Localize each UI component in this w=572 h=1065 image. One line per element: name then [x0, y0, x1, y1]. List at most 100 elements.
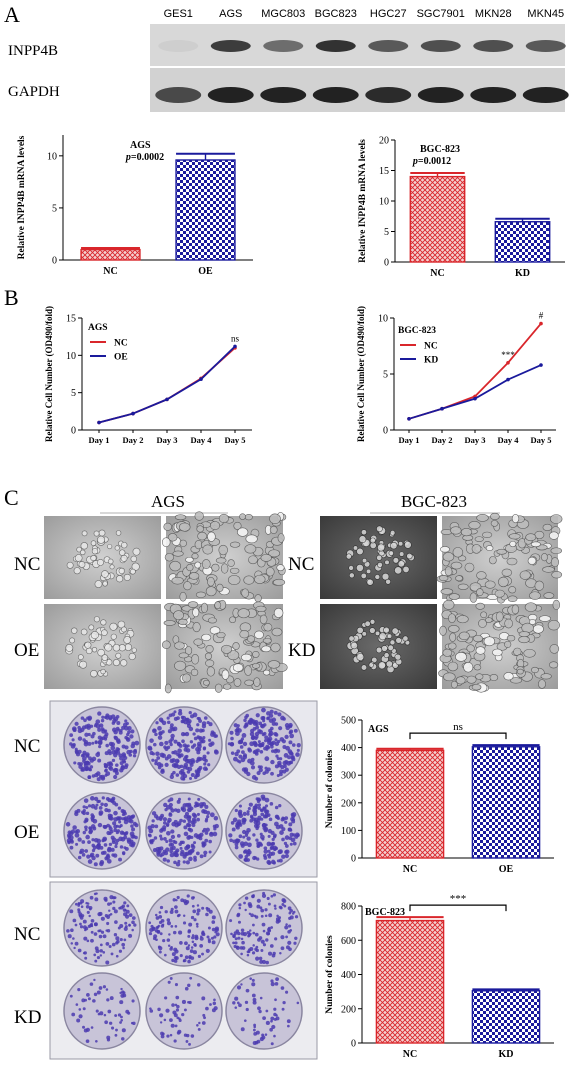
- colony: [183, 732, 187, 736]
- colony: [244, 854, 248, 859]
- colony: [131, 928, 134, 932]
- x-tick-label: KD: [499, 1049, 514, 1060]
- colony: [83, 741, 89, 747]
- cell: [456, 615, 469, 624]
- cell: [549, 644, 560, 654]
- micrograph-ags-oe-high: [161, 599, 288, 694]
- colony: [157, 735, 163, 740]
- colony: [182, 921, 187, 925]
- colony: [158, 950, 162, 954]
- colony: [175, 898, 178, 902]
- colony: [247, 719, 253, 725]
- cell: [455, 676, 466, 685]
- colony: [235, 945, 239, 949]
- cell: [271, 627, 283, 637]
- colony: [202, 1013, 206, 1017]
- cell: [460, 528, 473, 537]
- y-axis-label: Number of colonies: [325, 749, 335, 828]
- colony: [105, 988, 109, 991]
- cell: [540, 553, 548, 562]
- cell: [93, 616, 100, 623]
- colony: [165, 822, 170, 827]
- plate-well-bgc: [63, 972, 141, 1050]
- colony: [172, 770, 176, 775]
- colony: [114, 841, 119, 846]
- colony: [122, 908, 127, 912]
- colony: [123, 725, 129, 731]
- cell: [130, 555, 137, 563]
- colony: [99, 943, 103, 947]
- colony: [78, 1008, 82, 1011]
- colony: [119, 1021, 122, 1024]
- colony: [106, 853, 110, 857]
- y-tick-label: 0: [351, 854, 356, 865]
- cell: [371, 656, 378, 664]
- colony: [274, 982, 279, 986]
- cell: [207, 531, 216, 542]
- cell: [245, 534, 258, 544]
- cell: [376, 554, 383, 561]
- colony: [254, 731, 260, 737]
- cell: [223, 683, 232, 690]
- colony: [166, 859, 170, 863]
- colony: [257, 938, 261, 942]
- x-tick-label: Day 3: [464, 435, 485, 445]
- cell: [507, 595, 518, 603]
- colony: [183, 901, 188, 906]
- colony: [159, 834, 163, 838]
- colony: [166, 716, 170, 720]
- colony: [288, 724, 293, 729]
- x-tick-label: Day 3: [156, 435, 177, 445]
- panel-label-a: A: [4, 2, 20, 27]
- colony: [252, 833, 256, 837]
- colony: [133, 748, 137, 753]
- cell: [376, 525, 383, 533]
- cell: [355, 563, 364, 572]
- cell: [356, 653, 365, 661]
- cell: [374, 630, 381, 637]
- colony: [271, 837, 275, 842]
- colony: [236, 759, 240, 763]
- colony: [169, 846, 174, 851]
- colony: [102, 824, 106, 829]
- cell: [232, 642, 240, 650]
- cell: [345, 553, 352, 560]
- cell: [263, 669, 271, 676]
- colony: [205, 948, 210, 953]
- colony: [168, 838, 173, 843]
- colony: [106, 830, 111, 836]
- colony: [246, 836, 251, 841]
- cell: [118, 567, 125, 575]
- cell: [109, 564, 115, 570]
- cell: [188, 572, 200, 580]
- colony: [261, 837, 265, 841]
- colony: [121, 725, 126, 730]
- colony: [233, 756, 238, 762]
- colony: [120, 1018, 123, 1022]
- colony: [110, 835, 115, 840]
- colony: [179, 764, 184, 769]
- colony: [98, 934, 103, 939]
- colony: [273, 1012, 277, 1017]
- colony: [103, 843, 108, 847]
- data-point: [131, 411, 135, 416]
- colony: [119, 830, 125, 835]
- colony: [160, 919, 165, 923]
- colony: [259, 832, 263, 836]
- cell: [91, 548, 99, 555]
- chart-title: AGS: [130, 140, 151, 151]
- colony: [242, 741, 248, 747]
- colony: [120, 764, 125, 769]
- colony: [273, 904, 277, 908]
- colony: [72, 937, 75, 940]
- colony: [128, 913, 133, 917]
- cell: [65, 644, 74, 652]
- colony: [166, 1034, 170, 1038]
- colony: [197, 797, 201, 801]
- cell: [527, 556, 537, 565]
- colony: [202, 809, 208, 815]
- cell: [402, 565, 410, 573]
- colony: [96, 799, 100, 804]
